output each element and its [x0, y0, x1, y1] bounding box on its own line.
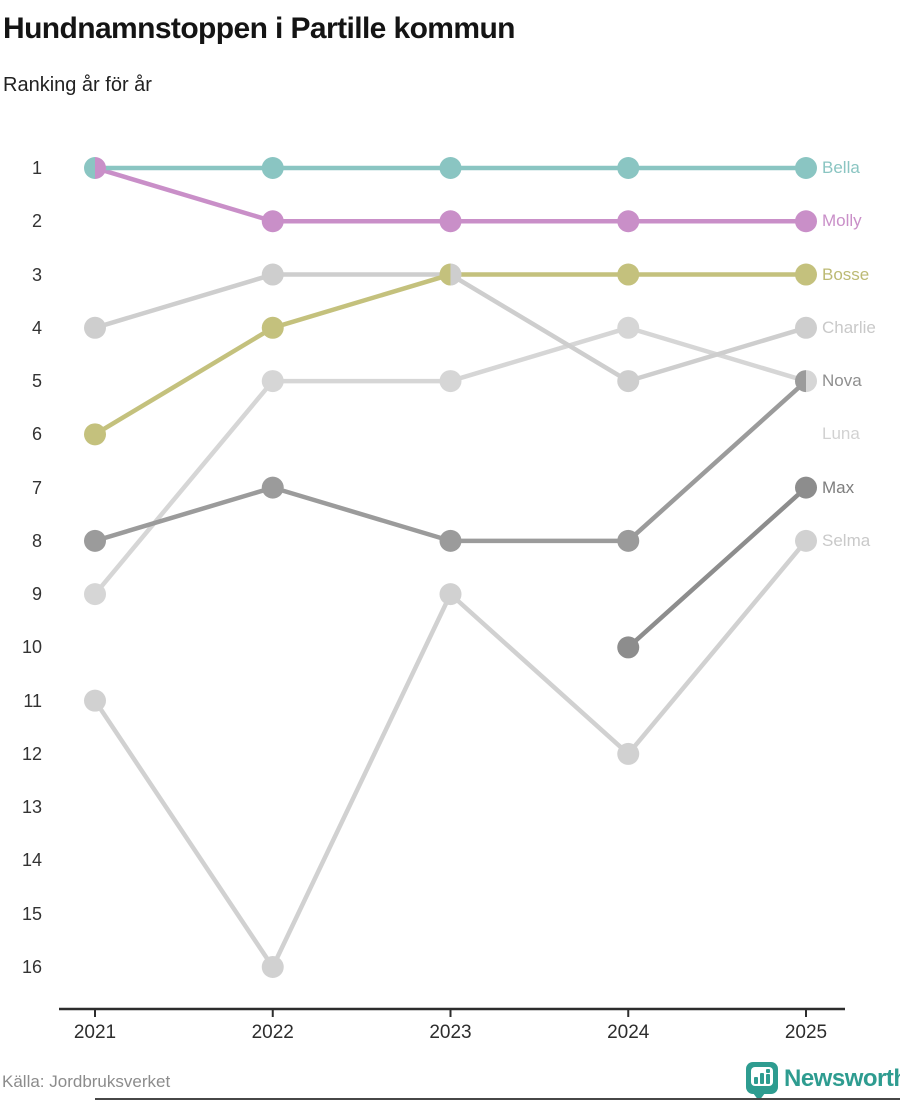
series-dot-luna	[84, 583, 106, 606]
series-label-molly: Molly	[822, 211, 862, 231]
x-tick-label: 2023	[429, 1022, 472, 1043]
y-tick-label: 11	[23, 690, 42, 711]
x-tick-label: 2022	[251, 1022, 294, 1043]
y-tick-label: 3	[31, 264, 42, 285]
series-dot-bosse	[795, 263, 817, 286]
y-tick-label: 8	[31, 530, 42, 551]
series-line-charlie	[92, 272, 809, 384]
y-tick-label: 5	[31, 371, 42, 392]
y-tick-label: 9	[31, 584, 42, 605]
series-dot-bella	[617, 157, 640, 179]
page-subtitle: Ranking år för år	[3, 74, 152, 96]
series-dot-nova	[261, 476, 284, 499]
series-dot-bosse	[84, 423, 106, 446]
series-dot-molly	[261, 210, 284, 233]
series-label-nova: Nova	[822, 371, 862, 391]
series-dot-selma	[795, 529, 817, 552]
y-tick-label: 15	[21, 903, 42, 924]
y-tick-label: 2	[31, 211, 42, 232]
series-dot-bella	[795, 157, 817, 179]
bottom-edge-strip	[95, 1098, 900, 1100]
series-line-bosse	[92, 272, 809, 437]
series-dot-split-molly	[95, 157, 106, 179]
series-dot-luna	[617, 316, 640, 339]
series-dot-split-charlie	[450, 263, 462, 286]
series-dot-charlie	[795, 316, 817, 339]
series-dot-nova	[84, 529, 106, 552]
series-dot-max	[795, 476, 817, 499]
y-tick-label: 1	[31, 158, 42, 178]
y-tick-label: 14	[21, 850, 42, 871]
series-line-luna	[92, 325, 809, 597]
series-label-bosse: Bosse	[822, 264, 870, 284]
series-label-charlie: Charlie	[822, 317, 876, 337]
series-line-max	[626, 485, 809, 650]
series-label-max: Max	[822, 477, 855, 497]
y-tick-label: 7	[31, 477, 42, 498]
series-dot-luna	[261, 370, 284, 393]
series-dot-charlie	[617, 370, 640, 393]
series-line-nova	[92, 378, 809, 544]
y-tick-label: 4	[31, 317, 42, 338]
series-dot-bella	[261, 157, 284, 179]
y-tick-label: 16	[21, 957, 42, 977]
series-dot-luna	[439, 370, 462, 393]
series-dot-split-bosse	[439, 263, 451, 286]
series-dot-charlie	[261, 263, 284, 286]
series-dot-split-nova	[795, 370, 806, 393]
series-dot-molly	[439, 210, 462, 233]
series-dot-split-luna	[806, 370, 817, 393]
series-label-bella: Bella	[822, 158, 860, 177]
y-tick-label: 12	[21, 743, 42, 764]
series-dot-bella	[439, 157, 462, 179]
series-dot-max	[617, 636, 640, 659]
series-dot-bosse	[617, 263, 640, 286]
brand-name: Newsworthy	[784, 1065, 900, 1092]
series-dot-bosse	[261, 316, 284, 339]
series-dot-selma	[617, 742, 640, 765]
bar-chart-icon	[751, 1067, 773, 1086]
y-tick-label: 13	[21, 797, 42, 818]
newsworthy-logo-icon	[746, 1062, 778, 1100]
series-dot-molly	[795, 210, 817, 233]
source-note: Källa: Jordbruksverket	[2, 1072, 171, 1091]
series-dot-split-bella	[84, 157, 95, 179]
series-dot-nova	[617, 529, 640, 552]
series-dot-molly	[617, 210, 640, 233]
series-dot-charlie	[84, 316, 106, 339]
series-dot-nova	[439, 529, 462, 552]
y-tick-label: 10	[21, 637, 42, 658]
series-label-selma: Selma	[822, 530, 871, 550]
x-tick-label: 2024	[607, 1022, 650, 1043]
x-tick-label: 2025	[784, 1022, 828, 1043]
page-title: Hundnamnstoppen i Partille kommun	[3, 12, 516, 45]
series-label-luna: Luna	[822, 424, 860, 444]
x-tick-label: 2021	[73, 1022, 117, 1043]
series-dot-selma	[439, 583, 462, 606]
series-dot-selma	[84, 689, 106, 712]
y-tick-label: 6	[31, 424, 42, 445]
series-dot-selma	[261, 956, 284, 979]
